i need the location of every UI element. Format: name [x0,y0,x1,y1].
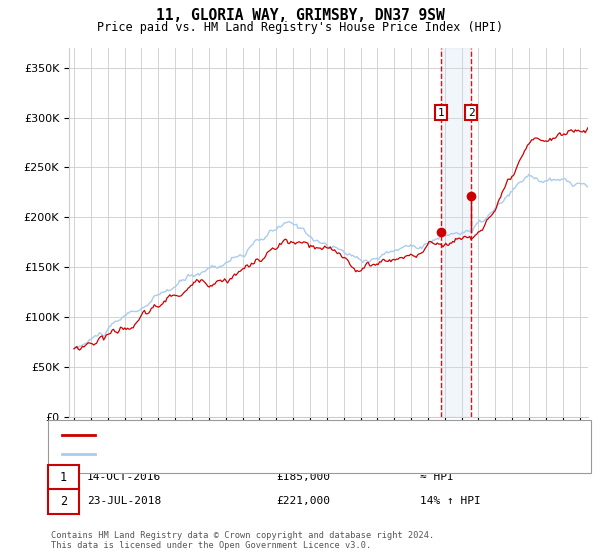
Text: 2: 2 [467,108,475,118]
Bar [441,48,471,417]
Text: 1: 1 [438,108,445,118]
Text: ≈ HPI: ≈ HPI [420,472,454,482]
Text: 23-JUL-2018: 23-JUL-2018 [87,496,161,506]
Text: 1: 1 [60,470,67,484]
Text: 14% ↑ HPI: 14% ↑ HPI [420,496,481,506]
Text: 11, GLORIA WAY, GRIMSBY, DN37 9SW: 11, GLORIA WAY, GRIMSBY, DN37 9SW [155,8,445,24]
Text: Price paid vs. HM Land Registry's House Price Index (HPI): Price paid vs. HM Land Registry's House … [97,21,503,34]
Text: £185,000: £185,000 [276,472,330,482]
Text: £221,000: £221,000 [276,496,330,506]
Text: HPI: Average price, detached house, North East Lincolnshire: HPI: Average price, detached house, Nort… [102,449,471,459]
Text: Contains HM Land Registry data © Crown copyright and database right 2024.
This d: Contains HM Land Registry data © Crown c… [51,530,434,550]
Text: 11, GLORIA WAY, GRIMSBY, DN37 9SW (detached house): 11, GLORIA WAY, GRIMSBY, DN37 9SW (detac… [102,430,415,440]
Text: 14-OCT-2016: 14-OCT-2016 [87,472,161,482]
Text: 2: 2 [60,494,67,508]
